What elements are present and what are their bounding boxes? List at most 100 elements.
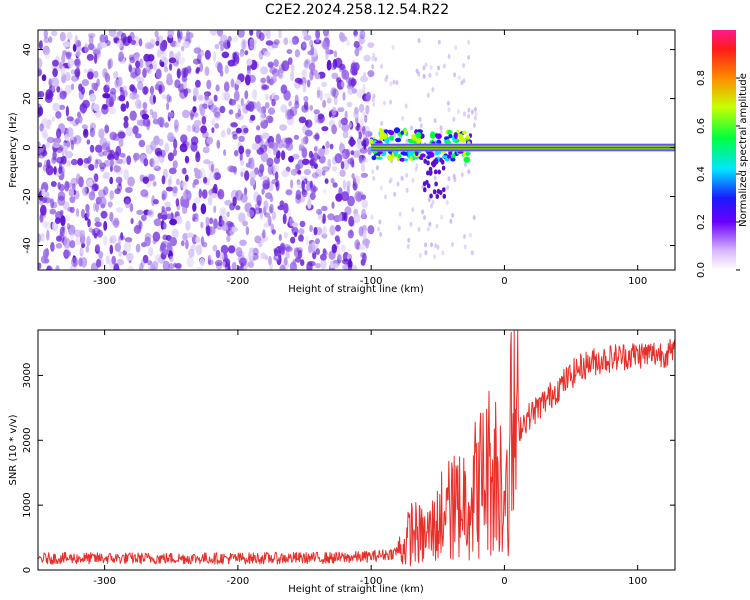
- noise-speckle: [367, 42, 375, 48]
- noise-speckle: [104, 71, 109, 78]
- noise-speckle: [257, 200, 262, 207]
- noise-speckle: [174, 124, 179, 133]
- noise-speckle: [342, 181, 347, 191]
- noise-speckle: [266, 75, 271, 84]
- noise-speckle: [227, 245, 236, 254]
- noise-speckle: [249, 30, 254, 36]
- carrier-energy-blob: [407, 139, 414, 144]
- noise-speckle: [91, 187, 95, 197]
- noise-speckle: [262, 179, 270, 190]
- noise-speckle: [41, 188, 46, 198]
- noise-speckle: [118, 139, 124, 148]
- noise-speckle: [95, 109, 102, 118]
- noise-speckle: [309, 70, 314, 81]
- noise-speckle: [360, 162, 366, 172]
- noise-speckle: [244, 74, 251, 86]
- noise-speckle: [339, 212, 343, 222]
- noise-speckle: [133, 152, 140, 161]
- noise-speckle: [244, 170, 250, 181]
- noise-speckle: [81, 79, 89, 87]
- noise-speckle: [214, 123, 220, 129]
- noise-speckle: [290, 168, 298, 176]
- noise-speckle: [452, 173, 456, 179]
- noise-speckle: [59, 226, 66, 237]
- carrier-energy-blob: [467, 141, 471, 145]
- noise-speckle: [322, 170, 326, 176]
- noise-speckle: [280, 246, 286, 256]
- carrier-energy-blob: [426, 170, 430, 176]
- snr-frame: [37, 329, 676, 571]
- noise-speckle: [240, 97, 244, 107]
- noise-speckle: [263, 50, 271, 57]
- noise-speckle: [454, 45, 458, 51]
- noise-speckle: [66, 31, 73, 41]
- noise-speckle: [38, 262, 42, 270]
- noise-speckle: [44, 197, 52, 204]
- noise-speckle: [117, 95, 125, 102]
- noise-speckle: [38, 58, 43, 69]
- noise-speckle: [43, 36, 50, 44]
- noise-speckle: [220, 244, 229, 255]
- noise-speckle: [95, 202, 101, 211]
- noise-speckle: [94, 221, 102, 228]
- noise-speckle: [283, 37, 289, 46]
- noise-speckle: [124, 198, 131, 209]
- noise-speckle: [271, 98, 276, 107]
- noise-speckle: [273, 248, 279, 257]
- noise-speckle: [127, 176, 135, 187]
- noise-speckle: [93, 103, 100, 112]
- carrier-energy-blob: [465, 152, 470, 156]
- noise-speckle: [94, 243, 101, 252]
- noise-speckle: [174, 262, 182, 269]
- noise-speckle: [273, 146, 279, 153]
- noise-speckle: [348, 122, 352, 128]
- noise-speckle: [176, 68, 181, 79]
- noise-speckle: [86, 53, 94, 61]
- noise-speckle: [147, 210, 153, 216]
- noise-speckle: [264, 212, 270, 218]
- noise-speckle: [367, 70, 375, 78]
- noise-speckle: [277, 205, 285, 211]
- noise-speckle: [363, 139, 367, 150]
- noise-speckle: [268, 255, 272, 266]
- noise-speckle: [441, 250, 445, 256]
- noise-speckle: [48, 36, 53, 43]
- noise-speckle: [58, 166, 63, 174]
- noise-speckle: [149, 85, 155, 95]
- noise-speckle: [249, 177, 256, 187]
- carrier-energy-blob: [448, 133, 453, 139]
- noise-speckle: [152, 156, 161, 164]
- noise-speckle: [242, 220, 249, 227]
- noise-speckle: [417, 38, 421, 44]
- noise-speckle: [114, 79, 121, 88]
- noise-speckle: [361, 125, 366, 135]
- noise-speckle: [272, 164, 277, 174]
- noise-speckle: [295, 256, 301, 263]
- noise-speckle: [234, 149, 239, 157]
- noise-speckle: [204, 94, 210, 101]
- noise-speckle: [281, 150, 286, 161]
- noise-speckle: [271, 68, 280, 77]
- noise-speckle: [224, 262, 230, 270]
- noise-speckle: [460, 172, 464, 178]
- noise-speckle: [363, 54, 371, 62]
- noise-speckle: [338, 31, 344, 41]
- noise-speckle: [63, 145, 68, 154]
- noise-speckle: [433, 175, 437, 181]
- noise-speckle: [242, 40, 246, 50]
- noise-speckle: [124, 187, 133, 193]
- noise-speckle: [83, 163, 90, 169]
- noise-speckle: [451, 212, 455, 218]
- noise-speckle: [154, 30, 159, 38]
- noise-speckle: [331, 106, 337, 116]
- noise-speckle: [51, 201, 58, 209]
- noise-speckle: [430, 242, 433, 248]
- noise-speckle: [190, 244, 196, 252]
- noise-speckle: [238, 135, 245, 142]
- noise-speckle: [56, 128, 62, 139]
- noise-speckle: [302, 41, 307, 48]
- noise-speckle: [305, 119, 313, 128]
- noise-speckle: [102, 93, 111, 99]
- noise-speckle: [372, 52, 376, 58]
- noise-speckle: [123, 115, 129, 122]
